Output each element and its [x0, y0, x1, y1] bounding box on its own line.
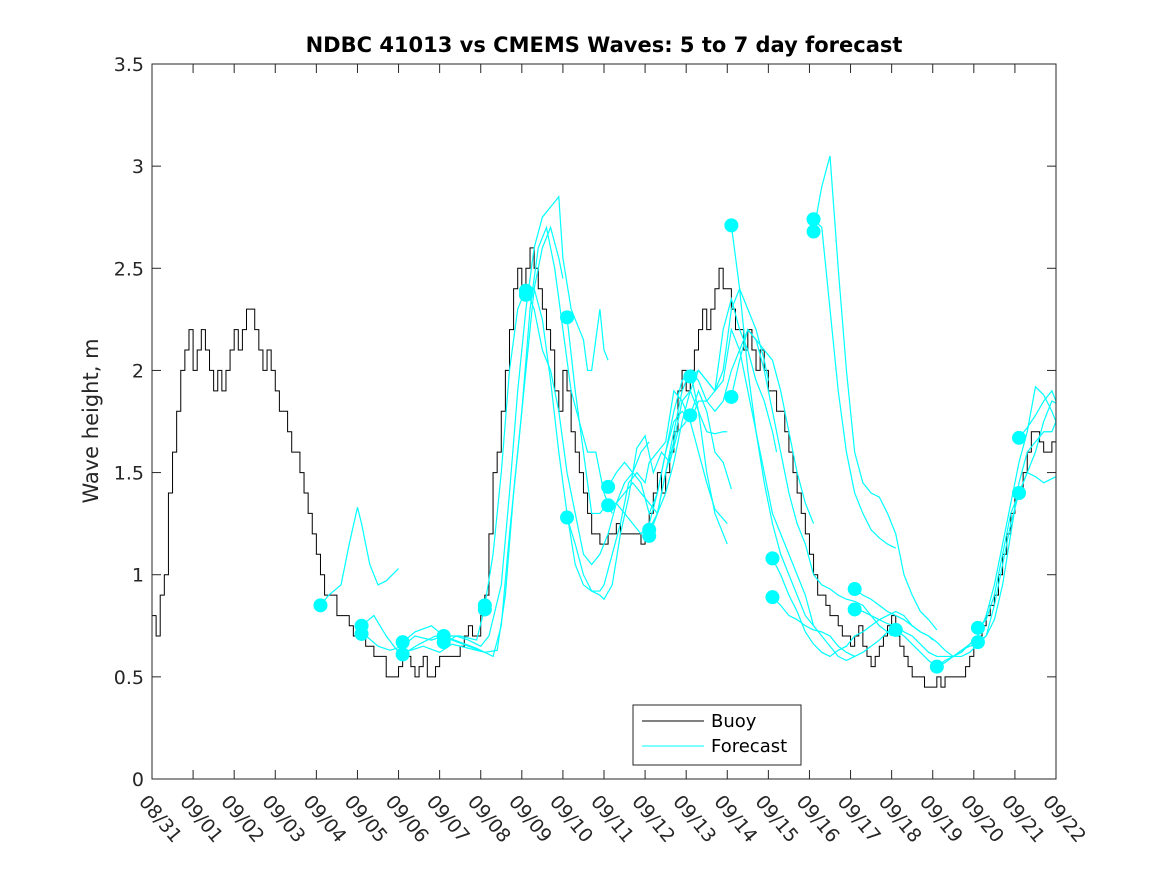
- y-tick-label: 3: [132, 156, 144, 178]
- forecast-start-marker: [1012, 430, 1027, 445]
- forecast-line: [648, 328, 815, 531]
- forecast-line: [936, 471, 1057, 668]
- y-tick-label: 3.5: [114, 54, 144, 76]
- legend: Buoy Forecast: [632, 704, 802, 766]
- forecast-start-marker: [477, 602, 492, 617]
- forecast-start-marker: [560, 510, 575, 525]
- forecast-line: [648, 389, 728, 545]
- y-tick-label: 2: [132, 360, 144, 382]
- forecast-markers: [313, 212, 1027, 674]
- legend-buoy-label: Buoy: [711, 711, 757, 732]
- y-tick-label: 1.5: [114, 463, 144, 485]
- forecast-start-marker: [765, 551, 780, 566]
- forecast-start-marker: [970, 635, 985, 650]
- y-axis-label: Wave height, m: [79, 338, 103, 503]
- forecast-line: [771, 558, 934, 658]
- y-axis: 0 0.5 1 1.5 2 2.5 3 3.5: [114, 54, 1056, 791]
- forecast-line: [525, 287, 687, 601]
- forecast-start-marker: [395, 635, 410, 650]
- forecast-start-marker: [847, 582, 862, 597]
- forecast-start-marker: [929, 659, 944, 674]
- forecast-start-marker: [847, 602, 862, 617]
- forecast-start-marker: [601, 479, 616, 494]
- forecast-start-marker: [765, 590, 780, 605]
- chart-title: NDBC 41013 vs CMEMS Waves: 5 to 7 day fo…: [306, 33, 903, 57]
- forecast-start-marker: [436, 635, 451, 650]
- forecast-start-marker: [560, 310, 575, 325]
- forecast-line: [854, 608, 979, 658]
- forecast-start-marker: [724, 389, 739, 404]
- forecast-start-marker: [970, 620, 985, 635]
- forecast-start-marker: [888, 622, 903, 637]
- forecast-start-marker: [601, 498, 616, 513]
- forecast-start-marker: [313, 598, 328, 613]
- forecast-start-marker: [642, 528, 657, 543]
- forecast-line: [977, 421, 1057, 643]
- y-tick-label: 1: [132, 565, 144, 587]
- forecast-start-marker: [806, 212, 821, 227]
- forecast-line: [813, 218, 897, 549]
- forecast-line: [402, 225, 613, 655]
- forecast-line: [402, 225, 564, 658]
- forecast-line: [320, 507, 399, 606]
- y-tick-label: 0.5: [114, 667, 144, 689]
- forecast-line: [566, 389, 728, 592]
- forecast-line: [689, 389, 732, 490]
- forecast-line: [443, 195, 609, 647]
- forecast-start-marker: [354, 626, 369, 641]
- y-tick-label: 2.5: [114, 258, 144, 280]
- forecast-start-marker: [395, 647, 410, 662]
- forecast-line: [361, 614, 485, 654]
- forecast-start-marker: [683, 369, 698, 384]
- forecast-line: [1018, 389, 1057, 439]
- forecast-start-marker: [724, 218, 739, 233]
- forecast-line: [854, 588, 979, 658]
- plot-area: [152, 64, 1056, 779]
- forecast-start-marker: [683, 408, 698, 423]
- forecast-start-marker: [1012, 486, 1027, 500]
- forecast-line: [730, 328, 893, 637]
- forecast-line: [484, 287, 650, 606]
- forecast-line: [772, 596, 855, 657]
- y-tick-label: 0: [132, 769, 144, 791]
- forecast-start-marker: [806, 224, 821, 239]
- forecast-start-marker: [518, 287, 533, 302]
- forecast-line: [812, 155, 938, 631]
- forecast-line: [730, 225, 897, 662]
- forecast-line: [361, 607, 486, 651]
- legend-forecast-label: Forecast: [711, 736, 787, 757]
- legend-box: [632, 704, 802, 766]
